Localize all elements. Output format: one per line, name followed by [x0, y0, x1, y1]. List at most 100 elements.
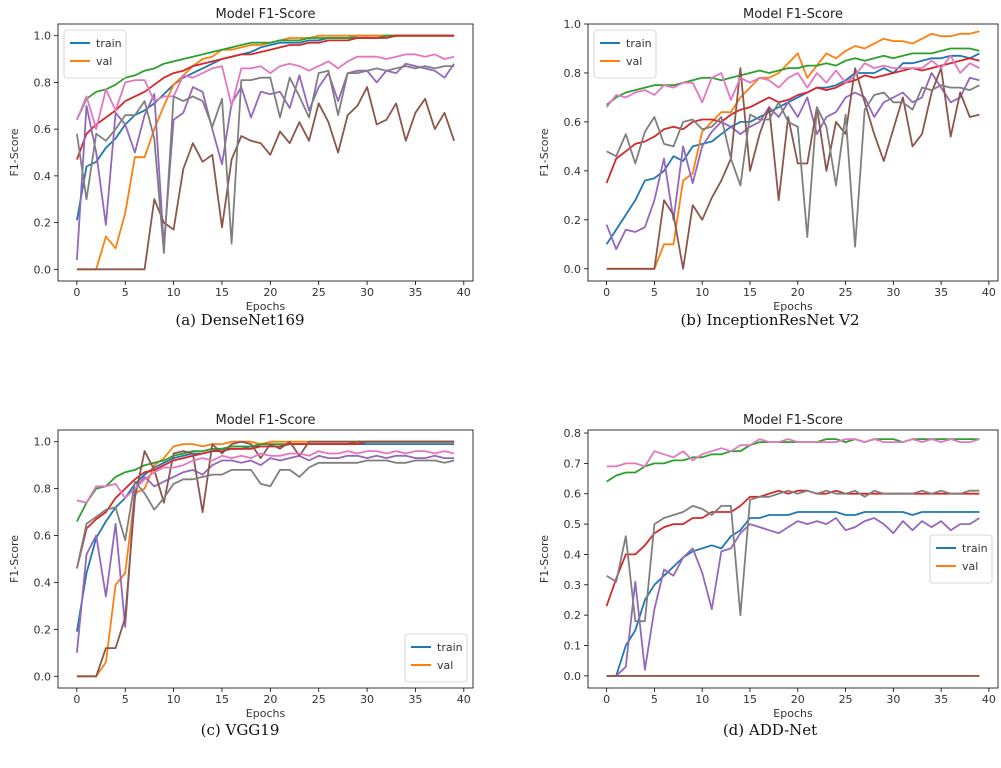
series-line-series-6 — [76, 450, 455, 504]
series-line-val — [606, 30, 980, 270]
y-tick-label: 0.7 — [564, 457, 582, 470]
chart-panel-2: Model F1-Score 0 5 10 15 20 25 30 35 40 0.0 0.2 0.4 0… — [8, 413, 474, 739]
y-axis-label: F1-Score — [8, 128, 21, 176]
x-tick-label: 40 — [982, 286, 996, 299]
x-axis-label: Epochs — [773, 707, 813, 720]
legend-label-val: val — [962, 560, 978, 573]
x-tick-label: 30 — [886, 286, 900, 299]
x-tick-label: 20 — [263, 286, 277, 299]
x-tick-label: 25 — [312, 286, 326, 299]
legend-label-val: val — [437, 659, 453, 672]
chart-panel-0: Model F1-Score 0 5 10 15 20 25 30 35 40 0.0 0.2 0.4 0… — [8, 7, 474, 329]
y-tick-label: 0.2 — [34, 217, 52, 230]
x-tick-label: 15 — [743, 693, 757, 706]
legend: train val — [404, 633, 468, 683]
y-tick-label: 0.1 — [564, 640, 582, 653]
y-tick-label: 0.6 — [34, 123, 52, 136]
series-line-train — [76, 443, 455, 632]
x-tick-label: 20 — [263, 693, 277, 706]
x-tick-label: 10 — [695, 286, 709, 299]
x-tick-label: 0 — [73, 693, 80, 706]
y-tick-label: 0.0 — [564, 263, 582, 276]
y-tick-label: 0.8 — [34, 76, 52, 89]
series-line-series-7 — [76, 65, 455, 254]
y-axis-label: F1-Score — [538, 128, 551, 176]
series-line-series-2 — [606, 438, 980, 483]
x-tick-label: 10 — [167, 693, 181, 706]
chart-title: Model F1-Score — [215, 7, 315, 22]
x-tick-label: 25 — [839, 693, 853, 706]
series-line-series-6 — [606, 438, 980, 468]
x-tick-label: 30 — [886, 693, 900, 706]
x-tick-label: 40 — [457, 693, 471, 706]
y-tick-label: 0.4 — [564, 548, 582, 561]
x-tick-label: 5 — [651, 286, 658, 299]
x-axis-label: Epochs — [246, 300, 286, 313]
legend: train val — [929, 534, 993, 584]
y-tick-label: 0.8 — [564, 67, 582, 80]
x-tick-label: 5 — [651, 693, 658, 706]
series-line-val — [76, 440, 455, 678]
legend: train val — [593, 29, 657, 79]
x-tick-label: 5 — [122, 286, 129, 299]
chart-panel-3: Model F1-Score 0 5 10 15 20 25 30 35 40 0.0 0.1 0.2 0… — [538, 413, 999, 739]
axes-frame — [587, 429, 999, 689]
series-group — [76, 440, 455, 678]
legend-label-train: train — [962, 542, 988, 555]
y-tick-label: 0.0 — [564, 670, 582, 683]
x-tick-label: 35 — [408, 286, 422, 299]
y-tick-label: 0.2 — [34, 623, 52, 636]
x-tick-label: 15 — [215, 693, 229, 706]
x-tick-label: 0 — [603, 693, 610, 706]
x-axis-label: Epochs — [246, 707, 286, 720]
x-tick-label: 25 — [839, 286, 853, 299]
axes-frame — [587, 23, 999, 282]
y-tick-label: 0.4 — [564, 165, 582, 178]
y-tick-label: 0.6 — [564, 116, 582, 129]
x-tick-label: 30 — [360, 693, 374, 706]
series-line-series-3 — [605, 489, 980, 607]
series-line-series-7 — [76, 459, 455, 569]
legend-label-train: train — [96, 37, 122, 50]
y-tick-label: 0.6 — [564, 488, 582, 501]
series-group — [605, 438, 980, 677]
chart-title: Model F1-Score — [215, 413, 315, 428]
x-tick-label: 35 — [934, 286, 948, 299]
series-line-series-3 — [605, 57, 980, 184]
series-line-series-2 — [76, 34, 455, 121]
x-tick-label: 40 — [982, 693, 996, 706]
x-axis-label: Epochs — [773, 300, 813, 313]
y-tick-label: 1.0 — [34, 436, 52, 449]
y-tick-label: 0.8 — [564, 427, 582, 440]
y-tick-label: 0.6 — [34, 530, 52, 543]
x-tick-label: 35 — [408, 693, 422, 706]
x-tick-label: 25 — [312, 693, 326, 706]
series-line-series-5 — [606, 67, 980, 270]
chart-panel-1: Model F1-Score 0 5 10 15 20 25 30 35 40 0.0 0.2 0.4 0… — [538, 7, 999, 329]
y-tick-label: 0.3 — [564, 579, 582, 592]
y-tick-label: 0.8 — [34, 483, 52, 496]
y-tick-label: 0.0 — [34, 670, 52, 683]
y-axis-label: F1-Score — [538, 535, 551, 583]
series-line-train — [76, 34, 455, 221]
y-tick-label: 1.0 — [564, 18, 582, 31]
subfigure-caption: (c) VGG19 — [201, 721, 280, 739]
chart-title: Model F1-Score — [743, 7, 843, 22]
x-tick-label: 35 — [934, 693, 948, 706]
series-line-series-5 — [76, 440, 455, 678]
series-line-series-4 — [76, 62, 455, 261]
y-tick-label: 0.5 — [564, 518, 582, 531]
series-line-series-7 — [606, 489, 980, 623]
x-tick-label: 10 — [695, 693, 709, 706]
y-tick-label: 0.4 — [34, 576, 52, 589]
series-line-series-7 — [606, 84, 980, 248]
x-tick-label: 15 — [743, 286, 757, 299]
series-line-train — [606, 511, 980, 677]
subfigure-caption: (b) InceptionResNet V2 — [680, 311, 859, 329]
legend-label-train: train — [437, 641, 463, 654]
legend-label-train: train — [626, 37, 652, 50]
legend-label-val: val — [626, 55, 642, 68]
series-line-series-4 — [606, 517, 980, 677]
y-tick-label: 0.2 — [564, 214, 582, 227]
